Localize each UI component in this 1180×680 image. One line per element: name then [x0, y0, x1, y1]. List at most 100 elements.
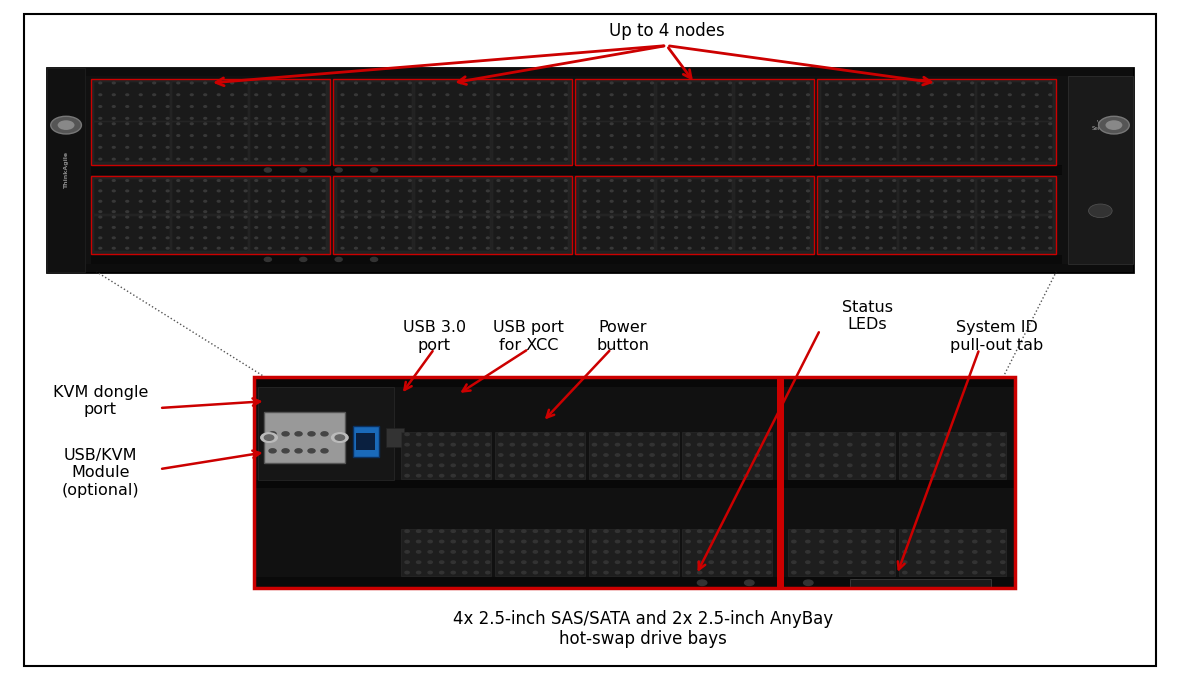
Circle shape — [556, 551, 560, 553]
Circle shape — [780, 135, 782, 137]
Circle shape — [537, 248, 540, 249]
Circle shape — [971, 158, 974, 160]
Circle shape — [807, 237, 809, 239]
Circle shape — [627, 571, 631, 574]
Circle shape — [190, 118, 194, 119]
Circle shape — [497, 226, 500, 228]
Circle shape — [715, 118, 717, 119]
Circle shape — [139, 82, 142, 84]
Circle shape — [826, 158, 828, 160]
Circle shape — [564, 123, 568, 124]
Circle shape — [126, 211, 129, 212]
Circle shape — [282, 146, 284, 148]
Circle shape — [755, 541, 760, 543]
Circle shape — [451, 475, 455, 477]
Circle shape — [715, 237, 717, 239]
Circle shape — [166, 190, 169, 192]
Circle shape — [395, 237, 398, 239]
Circle shape — [755, 464, 760, 466]
Circle shape — [417, 464, 421, 466]
Circle shape — [780, 190, 782, 192]
Circle shape — [551, 180, 553, 182]
Bar — [657, 216, 733, 251]
Circle shape — [624, 201, 627, 202]
Circle shape — [282, 180, 284, 182]
Circle shape — [861, 551, 866, 553]
Circle shape — [459, 248, 463, 249]
Circle shape — [847, 561, 852, 564]
Circle shape — [1049, 180, 1051, 182]
Circle shape — [597, 201, 599, 202]
Circle shape — [697, 580, 707, 585]
Circle shape — [879, 226, 883, 228]
Circle shape — [368, 158, 371, 160]
Circle shape — [486, 190, 490, 192]
Circle shape — [269, 432, 276, 436]
Circle shape — [903, 530, 907, 532]
Circle shape — [986, 561, 991, 564]
Circle shape — [282, 432, 289, 436]
Circle shape — [866, 146, 868, 148]
Circle shape — [673, 443, 677, 446]
Circle shape — [322, 118, 325, 119]
Circle shape — [419, 94, 422, 96]
Circle shape — [556, 464, 560, 466]
Bar — [333, 79, 572, 165]
Circle shape — [408, 211, 412, 212]
Circle shape — [166, 158, 169, 160]
Circle shape — [688, 180, 691, 182]
Circle shape — [217, 180, 221, 182]
Circle shape — [231, 158, 234, 160]
Circle shape — [166, 105, 169, 107]
Circle shape — [721, 541, 725, 543]
Circle shape — [930, 123, 933, 124]
Circle shape — [728, 123, 732, 124]
Circle shape — [177, 190, 179, 192]
Circle shape — [893, 94, 896, 96]
Circle shape — [661, 248, 664, 249]
Circle shape — [510, 433, 514, 436]
Circle shape — [371, 257, 378, 262]
Circle shape — [971, 105, 974, 107]
Circle shape — [753, 82, 755, 84]
Circle shape — [673, 541, 677, 543]
Circle shape — [451, 551, 455, 553]
Circle shape — [440, 551, 444, 553]
Circle shape — [126, 201, 129, 202]
Circle shape — [627, 454, 631, 456]
Circle shape — [204, 123, 206, 124]
Circle shape — [903, 561, 907, 564]
Circle shape — [428, 454, 432, 456]
Circle shape — [282, 118, 284, 119]
Circle shape — [702, 158, 704, 160]
Circle shape — [702, 94, 704, 96]
Circle shape — [282, 226, 284, 228]
Circle shape — [780, 82, 782, 84]
Circle shape — [1009, 237, 1011, 239]
Circle shape — [255, 237, 257, 239]
Circle shape — [268, 180, 271, 182]
Circle shape — [806, 530, 809, 532]
Circle shape — [152, 190, 156, 192]
Circle shape — [604, 571, 608, 574]
Circle shape — [879, 146, 883, 148]
Circle shape — [876, 541, 880, 543]
Circle shape — [597, 211, 599, 212]
Circle shape — [1035, 237, 1038, 239]
Circle shape — [903, 443, 907, 446]
Circle shape — [545, 541, 549, 543]
Circle shape — [1001, 443, 1005, 446]
Circle shape — [300, 168, 307, 172]
Circle shape — [650, 551, 654, 553]
Circle shape — [459, 105, 463, 107]
Circle shape — [395, 190, 398, 192]
Circle shape — [807, 201, 809, 202]
Circle shape — [1089, 204, 1112, 218]
Circle shape — [662, 443, 666, 446]
Circle shape — [217, 146, 221, 148]
Circle shape — [917, 464, 920, 466]
Circle shape — [368, 248, 371, 249]
Circle shape — [893, 216, 896, 218]
Circle shape — [419, 190, 422, 192]
Circle shape — [673, 464, 677, 466]
